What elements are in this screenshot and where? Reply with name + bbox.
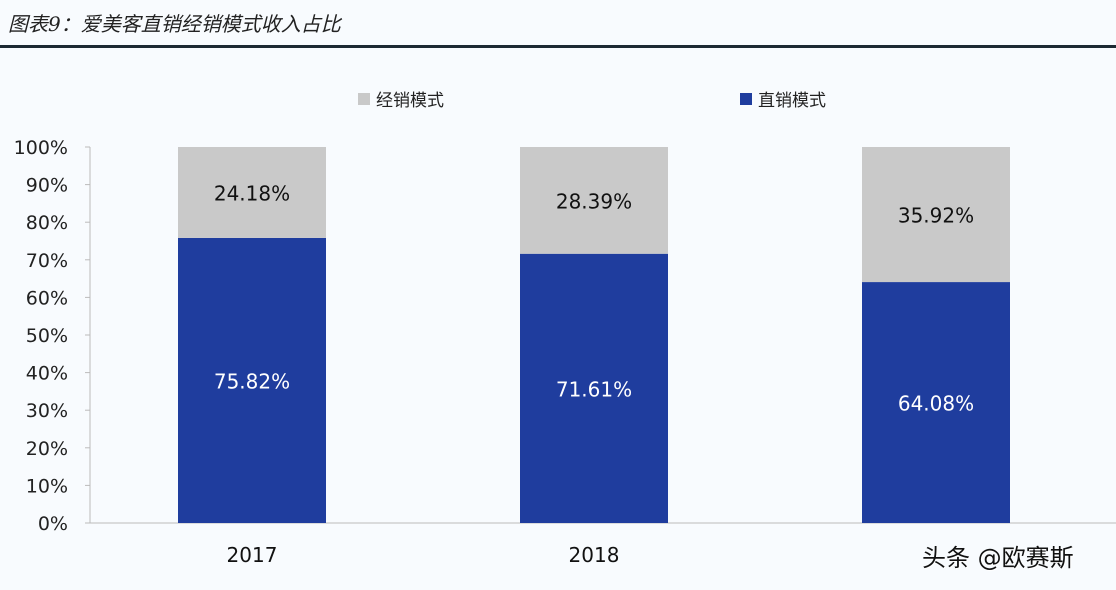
legend-swatch	[740, 93, 752, 105]
data-label: 28.39%	[556, 189, 632, 213]
data-label: 75.82%	[214, 369, 290, 393]
data-label: 24.18%	[214, 181, 290, 205]
x-tick-label: 2018	[569, 543, 620, 567]
data-label: 35.92%	[898, 204, 974, 228]
watermark: 头条 @欧赛斯	[922, 544, 1074, 572]
y-tick-label: 20%	[26, 438, 68, 460]
y-tick-label: 60%	[26, 287, 68, 309]
y-tick-label: 70%	[26, 250, 68, 272]
data-label: 64.08%	[898, 392, 974, 416]
y-tick-label: 100%	[14, 137, 68, 159]
data-label: 71.61%	[556, 377, 632, 401]
title-divider	[0, 45, 1116, 48]
x-tick-label: 2017	[227, 543, 278, 567]
y-tick-label: 80%	[26, 212, 68, 234]
chart-title: 图表9：爱美客直销经销模式收入占比	[8, 12, 341, 36]
bar-direct-2	[862, 282, 1010, 523]
legend-label: 直销模式	[758, 91, 826, 111]
legend-swatch	[358, 93, 370, 105]
y-tick-label: 50%	[26, 325, 68, 347]
y-tick-label: 0%	[38, 513, 68, 535]
bar-distribution-2017	[178, 147, 326, 238]
bar-distribution-2	[862, 147, 1010, 283]
bar-distribution-2018	[520, 147, 668, 254]
bar-direct-2017	[178, 237, 326, 523]
y-tick-label: 90%	[26, 175, 68, 197]
legend-label: 经销模式	[376, 91, 444, 111]
y-tick-label: 10%	[26, 475, 68, 497]
y-tick-label: 40%	[26, 363, 68, 385]
bar-direct-2018	[520, 253, 668, 523]
y-tick-label: 30%	[26, 400, 68, 422]
